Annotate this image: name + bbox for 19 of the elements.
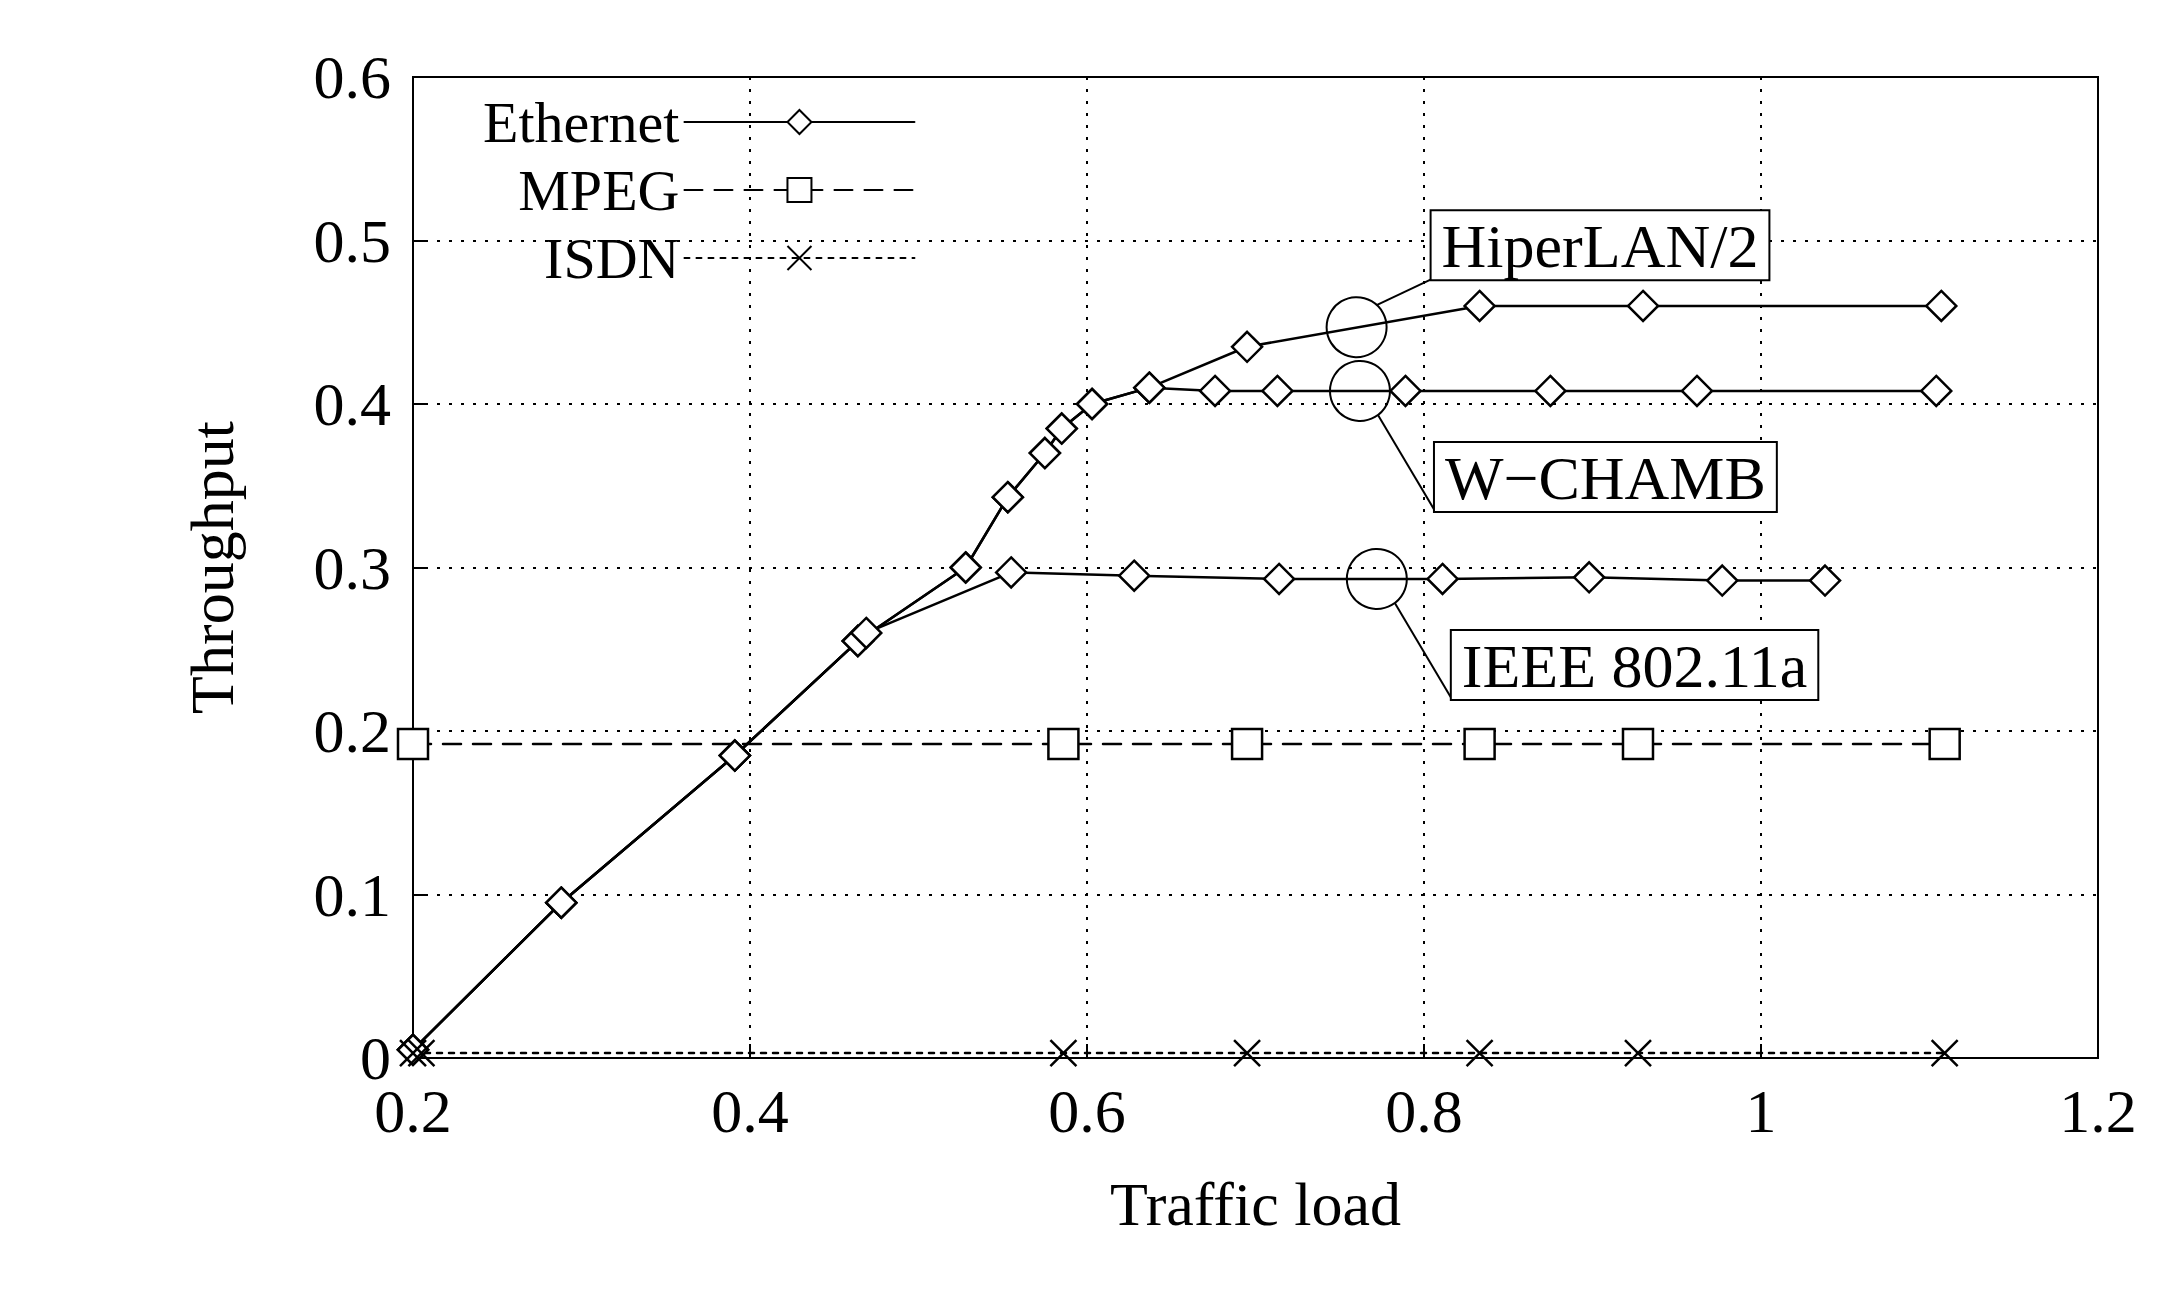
x-tick-label: 1	[1745, 1077, 1777, 1145]
legend-label: Ethernet	[482, 89, 680, 155]
x-tick-label: 0.8	[1385, 1077, 1463, 1145]
annotation: IEEE 802.11a	[1461, 631, 1808, 700]
y-tick-label: 0.1	[313, 860, 391, 929]
x-axis-title: Traffic load	[1109, 1170, 1402, 1238]
annotation: HiperLAN/2	[1441, 212, 1759, 281]
y-tick-label: 0.5	[313, 206, 391, 275]
legend-label: MPEG	[518, 157, 680, 223]
x-tick-label: 0.6	[1048, 1077, 1126, 1145]
legend-label: ISDN	[544, 225, 680, 291]
y-tick-label: 0.3	[313, 533, 391, 602]
x-tick-label: 1.2	[2059, 1077, 2137, 1145]
x-tick-label: 0.4	[711, 1077, 789, 1145]
y-axis-title: Throughput	[178, 421, 246, 714]
y-tick-label: 0.4	[313, 370, 391, 438]
y-tick-label: 0.6	[313, 43, 391, 111]
annotation: W−CHAMB	[1444, 443, 1766, 512]
y-tick-label: 0.2	[313, 697, 391, 765]
